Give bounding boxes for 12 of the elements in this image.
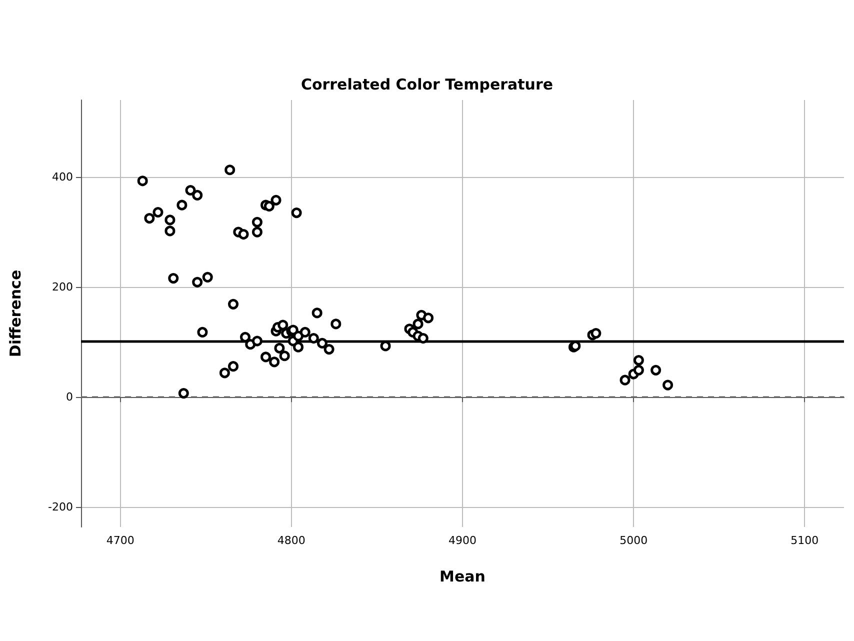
- y-axis-title: Difference: [6, 270, 24, 358]
- y-tick-label: -200: [48, 500, 73, 514]
- y-tick-label: 400: [52, 170, 73, 184]
- chart-title: Correlated Color Temperature: [300, 76, 554, 94]
- y-tick-label: 0: [66, 390, 73, 404]
- x-tick-label: 4700: [106, 534, 134, 547]
- x-tick-label: 5100: [790, 534, 819, 547]
- x-tick-label: 4900: [448, 534, 476, 547]
- x-axis-title: Mean: [440, 568, 486, 586]
- x-tick-label: 4800: [277, 534, 306, 547]
- x-tick-label: 5000: [620, 534, 648, 547]
- y-tick-label: 200: [52, 280, 73, 294]
